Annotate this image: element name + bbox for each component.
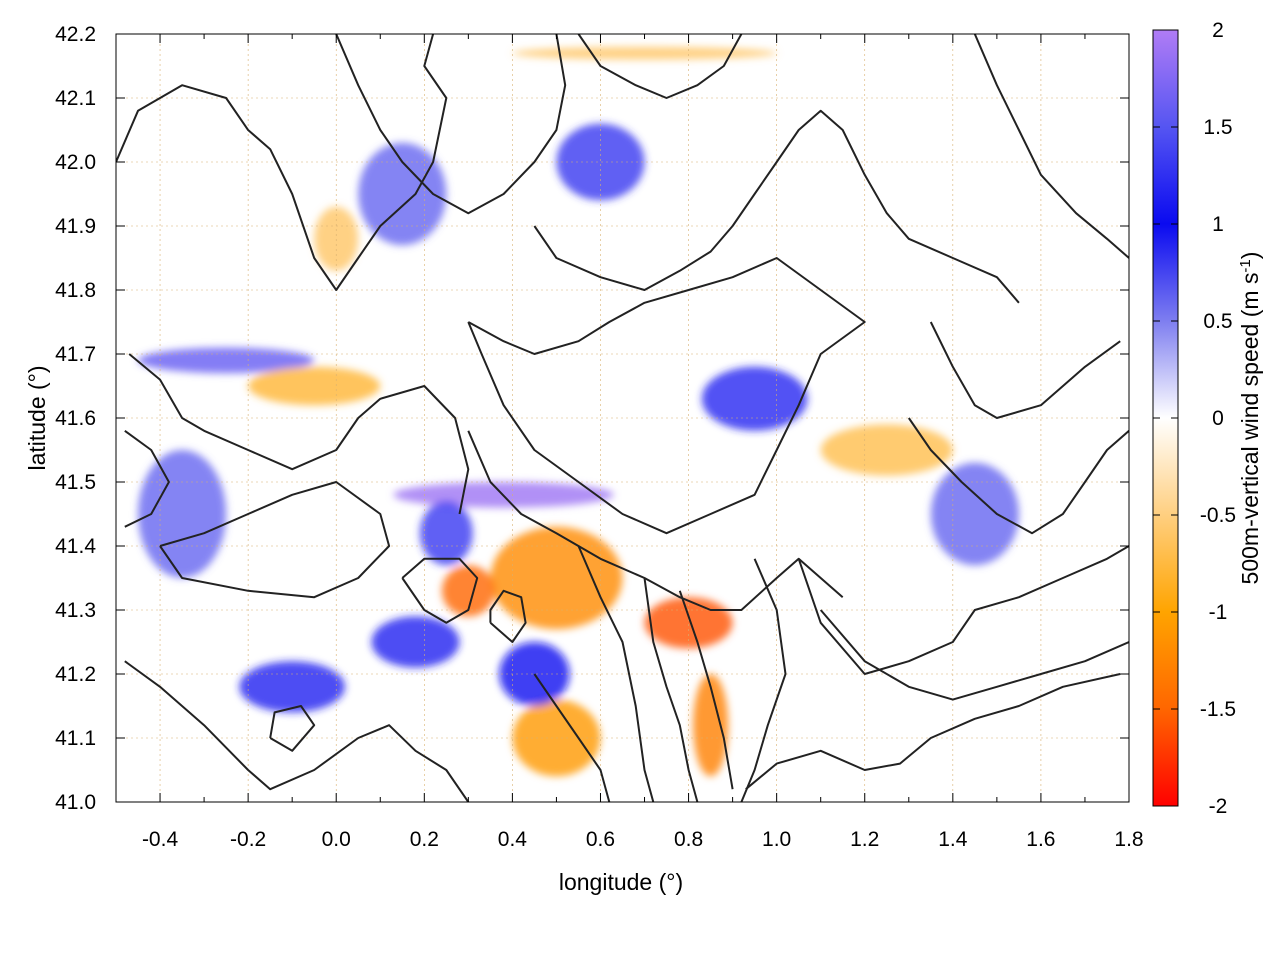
x-tick-label-9: 1.4	[938, 828, 968, 851]
contour-line-22	[124, 429, 170, 528]
y-tick-label-10: 42.0	[55, 151, 96, 174]
y-tick-label-8: 41.8	[55, 279, 96, 302]
y-axis-title: latitude (°)	[24, 365, 50, 470]
contour-line-1	[128, 353, 470, 515]
colorbar-tick-label-5: -0.5	[1200, 504, 1236, 527]
colorbar-label-end: )	[1237, 252, 1263, 260]
colorbar-tick-label-4: 0	[1212, 407, 1224, 430]
contour-line-20	[577, 545, 655, 802]
y-tick-label-5: 41.5	[55, 471, 96, 494]
colorbar-tick-label-8: -2	[1209, 795, 1228, 818]
contour-line-8	[643, 577, 699, 802]
y-tick-label-7: 41.7	[55, 343, 96, 366]
contour-line-2	[159, 481, 391, 599]
heatmap-cell-17	[512, 46, 777, 60]
y-tick-label-0: 41.0	[55, 791, 96, 814]
contour-line-11	[797, 545, 1129, 675]
x-tick-label-7: 1.0	[762, 828, 791, 851]
x-tick-label-8: 1.2	[850, 828, 879, 851]
contour-line-15	[929, 321, 1121, 419]
heatmap-cell-18	[248, 366, 381, 406]
y-tick-label-6: 41.6	[55, 407, 96, 430]
contour-line-7	[577, 34, 743, 99]
contour-line-0	[116, 34, 448, 291]
contour-line-19	[533, 673, 611, 802]
y-tick-label-9: 41.9	[55, 215, 96, 238]
x-tick-label-2: 0.0	[322, 828, 351, 851]
y-tick-label-12: 42.2	[55, 23, 96, 46]
heatmap-cell-19	[314, 206, 359, 271]
heatmap-cell-3	[490, 526, 623, 630]
contour-line-17	[401, 557, 479, 624]
colorbar-tick-label-0: 2	[1212, 19, 1224, 42]
heatmap-cell-7	[692, 674, 729, 777]
x-tick-label-10: 1.6	[1026, 828, 1055, 851]
heatmap-cell-11	[239, 661, 346, 713]
colorbar-tick-label-3: 0.5	[1203, 310, 1232, 333]
contour-line-18	[489, 589, 527, 643]
colorbar-ticks: 2 1.5 1 0.5 0 -0.5 -1 -1.5 -2	[1153, 19, 1236, 818]
colorbar-label: 500m-vertical wind speed (m s-1)	[1237, 252, 1263, 585]
contour-line-3	[124, 660, 470, 802]
y-axis: 41.0 41.1 41.2 41.3 41.4 41.5 41.6 41.7 41.8 41.9…	[55, 23, 1129, 814]
x-tick-label-3: 0.2	[410, 828, 439, 851]
heatmap-cell-13	[820, 424, 953, 476]
colorbar-label-main: 500m-vertical wind speed (m s	[1237, 273, 1263, 585]
contour-line-14	[907, 417, 1129, 535]
x-tick-label-11: 1.8	[1114, 828, 1143, 851]
heatmap-cell-14	[930, 462, 1019, 566]
contour-line-6	[533, 109, 1020, 304]
x-axis: -0.4 -0.2 0.0 0.2 0.4 0.6 0.8 1.0 1.2 1.4 1.6 1.8	[142, 34, 1144, 851]
x-axis-title: longitude (°)	[559, 869, 683, 895]
contour-line-16	[973, 34, 1129, 259]
y-tick-label-4: 41.4	[55, 535, 96, 558]
colorbar: 2 1.5 1 0.5 0 -0.5 -1 -1.5 -2 500m-vertical wind…	[1152, 19, 1263, 818]
y-tick-label-1: 41.1	[55, 727, 96, 750]
x-tick-label-0: -0.4	[142, 828, 179, 851]
contour-line-21	[335, 34, 567, 215]
colorbar-tick-label-1: 1.5	[1203, 116, 1232, 139]
x-tick-label-6: 0.8	[674, 828, 703, 851]
contour-line-9	[678, 590, 734, 790]
heatmap-cell-4	[441, 565, 495, 617]
colorbar-label-sup: -1	[1237, 259, 1254, 272]
colorbar-tick-label-2: 1	[1212, 213, 1224, 236]
colorbar-tick-label-7: -1.5	[1200, 698, 1236, 721]
y-tick-label-2: 41.2	[55, 663, 96, 686]
y-tick-label-3: 41.3	[55, 599, 96, 622]
contour-line-5	[467, 257, 866, 535]
heatmap-cell-15	[556, 123, 645, 201]
contour-line-13	[745, 673, 1121, 790]
contour-lines	[116, 34, 1129, 802]
contour-line-12	[819, 609, 1129, 701]
contour-line-10	[740, 558, 787, 802]
x-tick-label-5: 0.6	[586, 828, 615, 851]
contour-line-23	[269, 705, 316, 752]
colorbar-tick-label-6: -1	[1209, 601, 1228, 624]
y-tick-label-11: 42.1	[55, 87, 96, 110]
heatmap-cell-10	[371, 616, 460, 668]
heatmap-cell-2	[701, 366, 808, 431]
x-tick-label-4: 0.4	[498, 828, 528, 851]
heatmap-cell-5	[419, 501, 473, 566]
x-tick-label-1: -0.2	[230, 828, 266, 851]
